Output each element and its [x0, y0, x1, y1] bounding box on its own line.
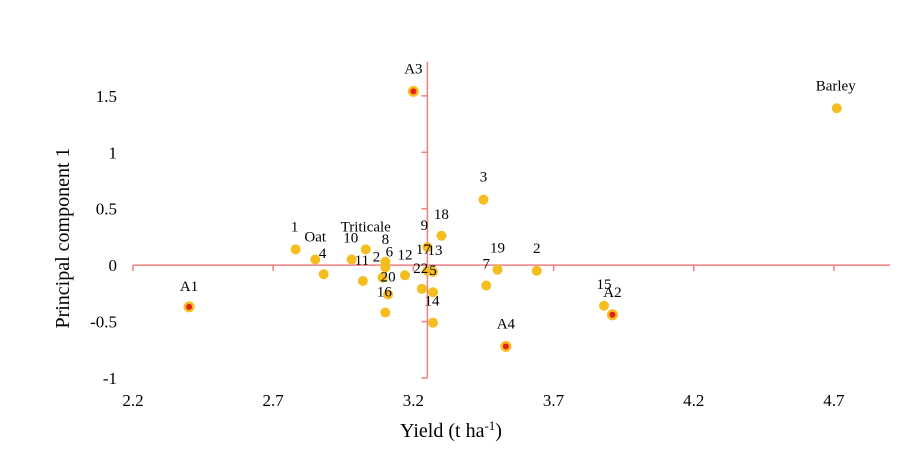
- x-tick-label: 4.2: [683, 391, 704, 410]
- data-points: [183, 85, 842, 352]
- data-point: [478, 194, 489, 205]
- data-point: [481, 280, 492, 291]
- point-label: Barley: [816, 78, 856, 94]
- y-tick-label: 0.5: [96, 200, 117, 219]
- data-point: [427, 287, 438, 298]
- data-point: [831, 103, 842, 114]
- data-point: [399, 270, 410, 281]
- data-point: [383, 289, 394, 300]
- point-label: 19: [490, 241, 505, 257]
- point-label: Triticale: [341, 219, 392, 235]
- data-point: [492, 264, 503, 275]
- point-label: 3: [480, 170, 488, 186]
- point-label: 8: [382, 232, 390, 248]
- point-label: 17: [416, 242, 432, 258]
- point-label: 14: [424, 294, 440, 310]
- data-point: [380, 262, 391, 273]
- point-label: 12: [397, 247, 412, 263]
- x-tick-label: 3.7: [543, 391, 565, 410]
- point-label: Oat: [304, 230, 326, 246]
- highlighted-point-center: [502, 343, 509, 350]
- data-point: [346, 254, 357, 265]
- x-tick-label: 2.2: [122, 391, 143, 410]
- data-point: [599, 300, 610, 311]
- point-label: 1: [291, 219, 299, 235]
- y-axis-title: Principal component 1: [52, 147, 74, 328]
- axes: [133, 62, 890, 378]
- data-point: [380, 307, 391, 318]
- highlighted-point-label: A2: [603, 285, 621, 301]
- x-axis-title: Yield (t ha-1): [400, 418, 502, 442]
- x-axis-title-main: Yield (t ha: [400, 420, 485, 442]
- data-point: [416, 283, 427, 294]
- point-label: 20: [381, 269, 396, 285]
- x-ticks: 2.2 2.7 3.2 3.7 4.2 4.7: [122, 265, 845, 410]
- x-tick-label: 4.7: [823, 391, 845, 410]
- highlighted-point-center: [186, 303, 193, 310]
- point-label: 13: [427, 243, 442, 259]
- point-label: 4: [319, 246, 327, 262]
- x-axis-title-sup: -1: [484, 418, 495, 433]
- highlighted-point-label: A4: [497, 316, 516, 332]
- data-point: [360, 244, 371, 255]
- point-label: 11: [355, 253, 369, 269]
- highlighted-point-label: A1: [180, 279, 198, 295]
- y-tick-label: -0.5: [90, 313, 117, 332]
- data-point: [422, 242, 433, 253]
- data-point: [357, 275, 368, 286]
- data-point: [531, 265, 542, 276]
- point-label: 18: [434, 207, 449, 223]
- highlighted-point-center: [609, 311, 616, 318]
- y-tick-label: -1: [103, 369, 117, 388]
- point-label: 16: [377, 285, 393, 301]
- x-tick-label: 2.7: [263, 391, 285, 410]
- point-label: 5: [429, 263, 437, 279]
- y-ticks: -1 -0.5 0 0.5 1 1.5: [90, 87, 428, 388]
- point-label: 10: [343, 231, 358, 247]
- point-label: 22: [413, 261, 428, 277]
- data-point: [427, 317, 438, 328]
- x-axis-title-end: ): [495, 420, 502, 442]
- point-label: 2: [373, 250, 381, 266]
- highlighted-point-label: A3: [404, 61, 422, 77]
- x-tick-label: 3.2: [403, 391, 424, 410]
- highlighted-point-center: [410, 88, 417, 95]
- data-point: [377, 272, 388, 283]
- data-point: [310, 254, 321, 265]
- y-tick-label: 1: [109, 143, 118, 162]
- data-point: [290, 244, 301, 255]
- point-label: 7: [483, 256, 491, 272]
- data-point: [436, 230, 447, 241]
- point-label: 2: [533, 241, 541, 257]
- data-point: [318, 269, 329, 280]
- point-label: 9: [421, 218, 429, 234]
- point-label: 6: [386, 244, 394, 260]
- y-tick-label: 0: [109, 256, 118, 275]
- data-point: [422, 265, 433, 276]
- point-label: 15: [597, 277, 612, 293]
- y-tick-label: 1.5: [96, 87, 117, 106]
